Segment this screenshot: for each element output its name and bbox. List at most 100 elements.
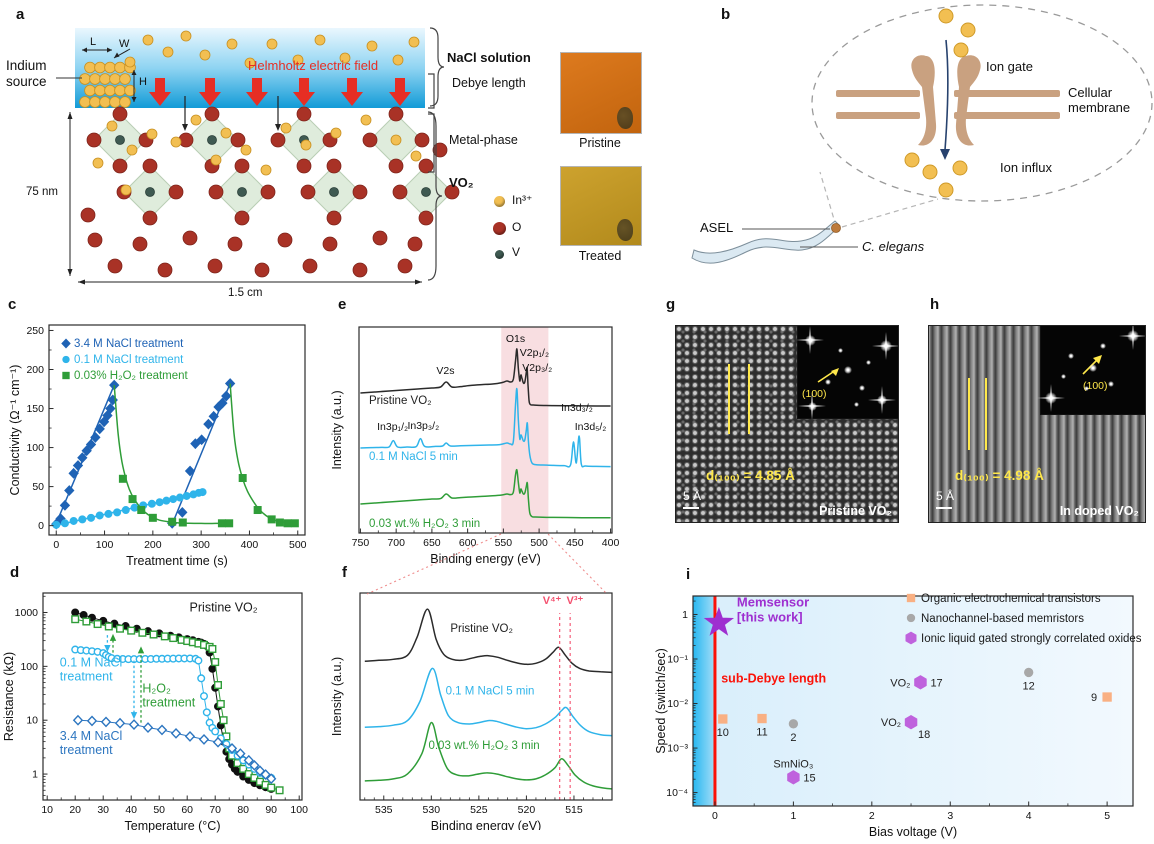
svg-text:Binding energy (eV): Binding energy (eV) (430, 552, 540, 566)
svg-text:Pristine VO₂: Pristine VO₂ (369, 395, 432, 407)
vo2-label: VO₂ (449, 175, 474, 190)
svg-text:SmNiO₃: SmNiO₃ (773, 758, 813, 770)
tem-sample-name: In doped VO₂ (1059, 503, 1139, 518)
svg-text:250: 250 (26, 325, 44, 337)
fft-inset: (100) (796, 326, 898, 420)
asel-label: ASEL (700, 220, 734, 235)
fft-arrow-icon (817, 368, 839, 383)
fft-spot (844, 366, 852, 374)
tem-image-pristine: (100) d₍₁₀₀₎ = 4.85 Å 5 Å Pristine VO₂ (675, 325, 899, 523)
vanadium-dot (495, 250, 504, 259)
svg-text:sub-Debye length: sub-Debye length (721, 671, 826, 685)
svg-text:4: 4 (1026, 810, 1032, 822)
scale-bar (936, 507, 952, 509)
fft-spot (1089, 364, 1097, 372)
fft-spot (837, 347, 843, 353)
fft-spot (859, 385, 865, 391)
svg-text:750: 750 (352, 537, 370, 549)
svg-text:10⁻⁴: 10⁻⁴ (666, 787, 688, 799)
svg-text:11: 11 (756, 727, 767, 739)
svg-text:Conductivity (Ω⁻¹ cm⁻¹): Conductivity (Ω⁻¹ cm⁻¹) (8, 365, 22, 496)
svg-text:Memsensor: Memsensor (737, 595, 809, 610)
svg-text:Treatment time (s): Treatment time (s) (126, 554, 228, 568)
cellular-membrane-label: Cellular membrane (1068, 85, 1131, 115)
svg-text:525: 525 (470, 804, 488, 816)
treated-film-photo (560, 166, 642, 246)
tem-sample-name: Pristine VO₂ (819, 503, 892, 518)
debye-length-label: Debye length (452, 76, 526, 90)
svg-text:Temperature (°C): Temperature (°C) (125, 819, 221, 833)
speed-vs-bias-chart: 10 11 9 2 12 17 VO₂ 18 VO₂ 15 SmNiO₃ 0 1 2 3 4 5 1 10⁻¹ 10⁻… (652, 582, 1154, 844)
fft-spot (1108, 381, 1114, 387)
dim-w-label: W (119, 38, 130, 50)
svg-text:0: 0 (38, 520, 44, 532)
svg-text:VO₂: VO₂ (881, 717, 901, 729)
svg-text:0: 0 (712, 810, 718, 822)
svg-text:10⁻²: 10⁻² (667, 698, 688, 710)
pristine-photo-label: Pristine (579, 136, 621, 150)
d-spacing-line (748, 364, 750, 434)
in-ion-dot (494, 196, 505, 207)
panel-b-letter: b (721, 6, 731, 23)
svg-text:10: 10 (717, 727, 729, 739)
svg-text:2: 2 (790, 732, 796, 744)
helmholtz-label: Helmholtz electric field (248, 58, 379, 73)
c-elegans-label: C. elegans (862, 239, 925, 254)
svg-text:Pristine VO₂: Pristine VO₂ (450, 623, 513, 635)
indium-source-label: Indium source (6, 58, 47, 89)
oxygen-label: O (512, 220, 522, 234)
svg-text:100: 100 (20, 661, 38, 673)
svg-text:1: 1 (32, 769, 38, 781)
resistance-chart: 10 20 30 40 50 60 70 80 90 100 1 10 100 1000 Temperatu… (0, 576, 322, 843)
svg-text:100: 100 (290, 804, 308, 816)
svg-text:50: 50 (32, 481, 44, 493)
svg-text:0.1 M NaCl 5 min: 0.1 M NaCl 5 min (446, 685, 535, 697)
svg-text:In3p₁/₂: In3p₁/₂ (377, 421, 408, 433)
svg-text:10⁻³: 10⁻³ (667, 743, 688, 755)
svg-text:Resistance (kΩ): Resistance (kΩ) (2, 652, 16, 741)
svg-text:V2p₃/₂: V2p₃/₂ (522, 362, 552, 374)
panel-c-letter: c (8, 296, 17, 313)
svg-text:30: 30 (97, 804, 109, 816)
svg-text:70: 70 (209, 804, 221, 816)
svg-text:Ionic liquid gated strongly co: Ionic liquid gated strongly correlated o… (921, 633, 1142, 645)
metal-phase-label: Metal-phase (449, 133, 518, 147)
svg-text:O1s: O1s (506, 333, 525, 345)
svg-text:treatment: treatment (142, 695, 195, 709)
svg-text:3: 3 (947, 810, 953, 822)
svg-text:100: 100 (96, 539, 114, 551)
panel-a-letter: a (16, 6, 25, 23)
svg-text:80: 80 (237, 804, 249, 816)
fft-spot (853, 401, 859, 407)
svg-text:10⁻¹: 10⁻¹ (667, 654, 688, 666)
svg-text:150: 150 (26, 403, 44, 415)
svg-text:Speed (switch/sec): Speed (switch/sec) (654, 648, 668, 754)
panel-h-letter: h (930, 296, 940, 313)
svg-text:18: 18 (918, 729, 930, 741)
vanadium-label: V (512, 245, 521, 259)
svg-text:0.03 wt.% H₂O₂ 3 min: 0.03 wt.% H₂O₂ 3 min (428, 740, 539, 752)
panel-i-letter: i (686, 566, 691, 583)
scale-bar-label: 5 Å (683, 489, 702, 503)
svg-text:1: 1 (790, 810, 796, 822)
fft-spot (865, 359, 871, 365)
svg-text:Nanochannel-based memristors: Nanochannel-based memristors (921, 613, 1084, 625)
ion-gate-schematic (691, 4, 1153, 264)
svg-text:V2p₁/₂: V2p₁/₂ (520, 347, 549, 359)
treated-photo-label: Treated (578, 249, 622, 263)
film-mark (617, 219, 633, 241)
svg-text:Pristine VO₂: Pristine VO₂ (190, 600, 258, 614)
fft-spot (1083, 385, 1089, 391)
svg-text:10: 10 (26, 715, 38, 727)
svg-text:0.1 M NaCl: 0.1 M NaCl (60, 655, 123, 669)
svg-text:200: 200 (26, 364, 44, 376)
pristine-film-photo (560, 52, 642, 134)
svg-text:0.1 M NaCl treatment: 0.1 M NaCl treatment (74, 354, 184, 366)
svg-text:400: 400 (602, 537, 620, 549)
svg-text:515: 515 (565, 804, 583, 816)
svg-text:650: 650 (423, 537, 441, 549)
svg-text:1: 1 (682, 609, 688, 621)
svg-text:In3d₅/₂: In3d₅/₂ (575, 421, 607, 433)
fft-spot (1068, 353, 1074, 359)
